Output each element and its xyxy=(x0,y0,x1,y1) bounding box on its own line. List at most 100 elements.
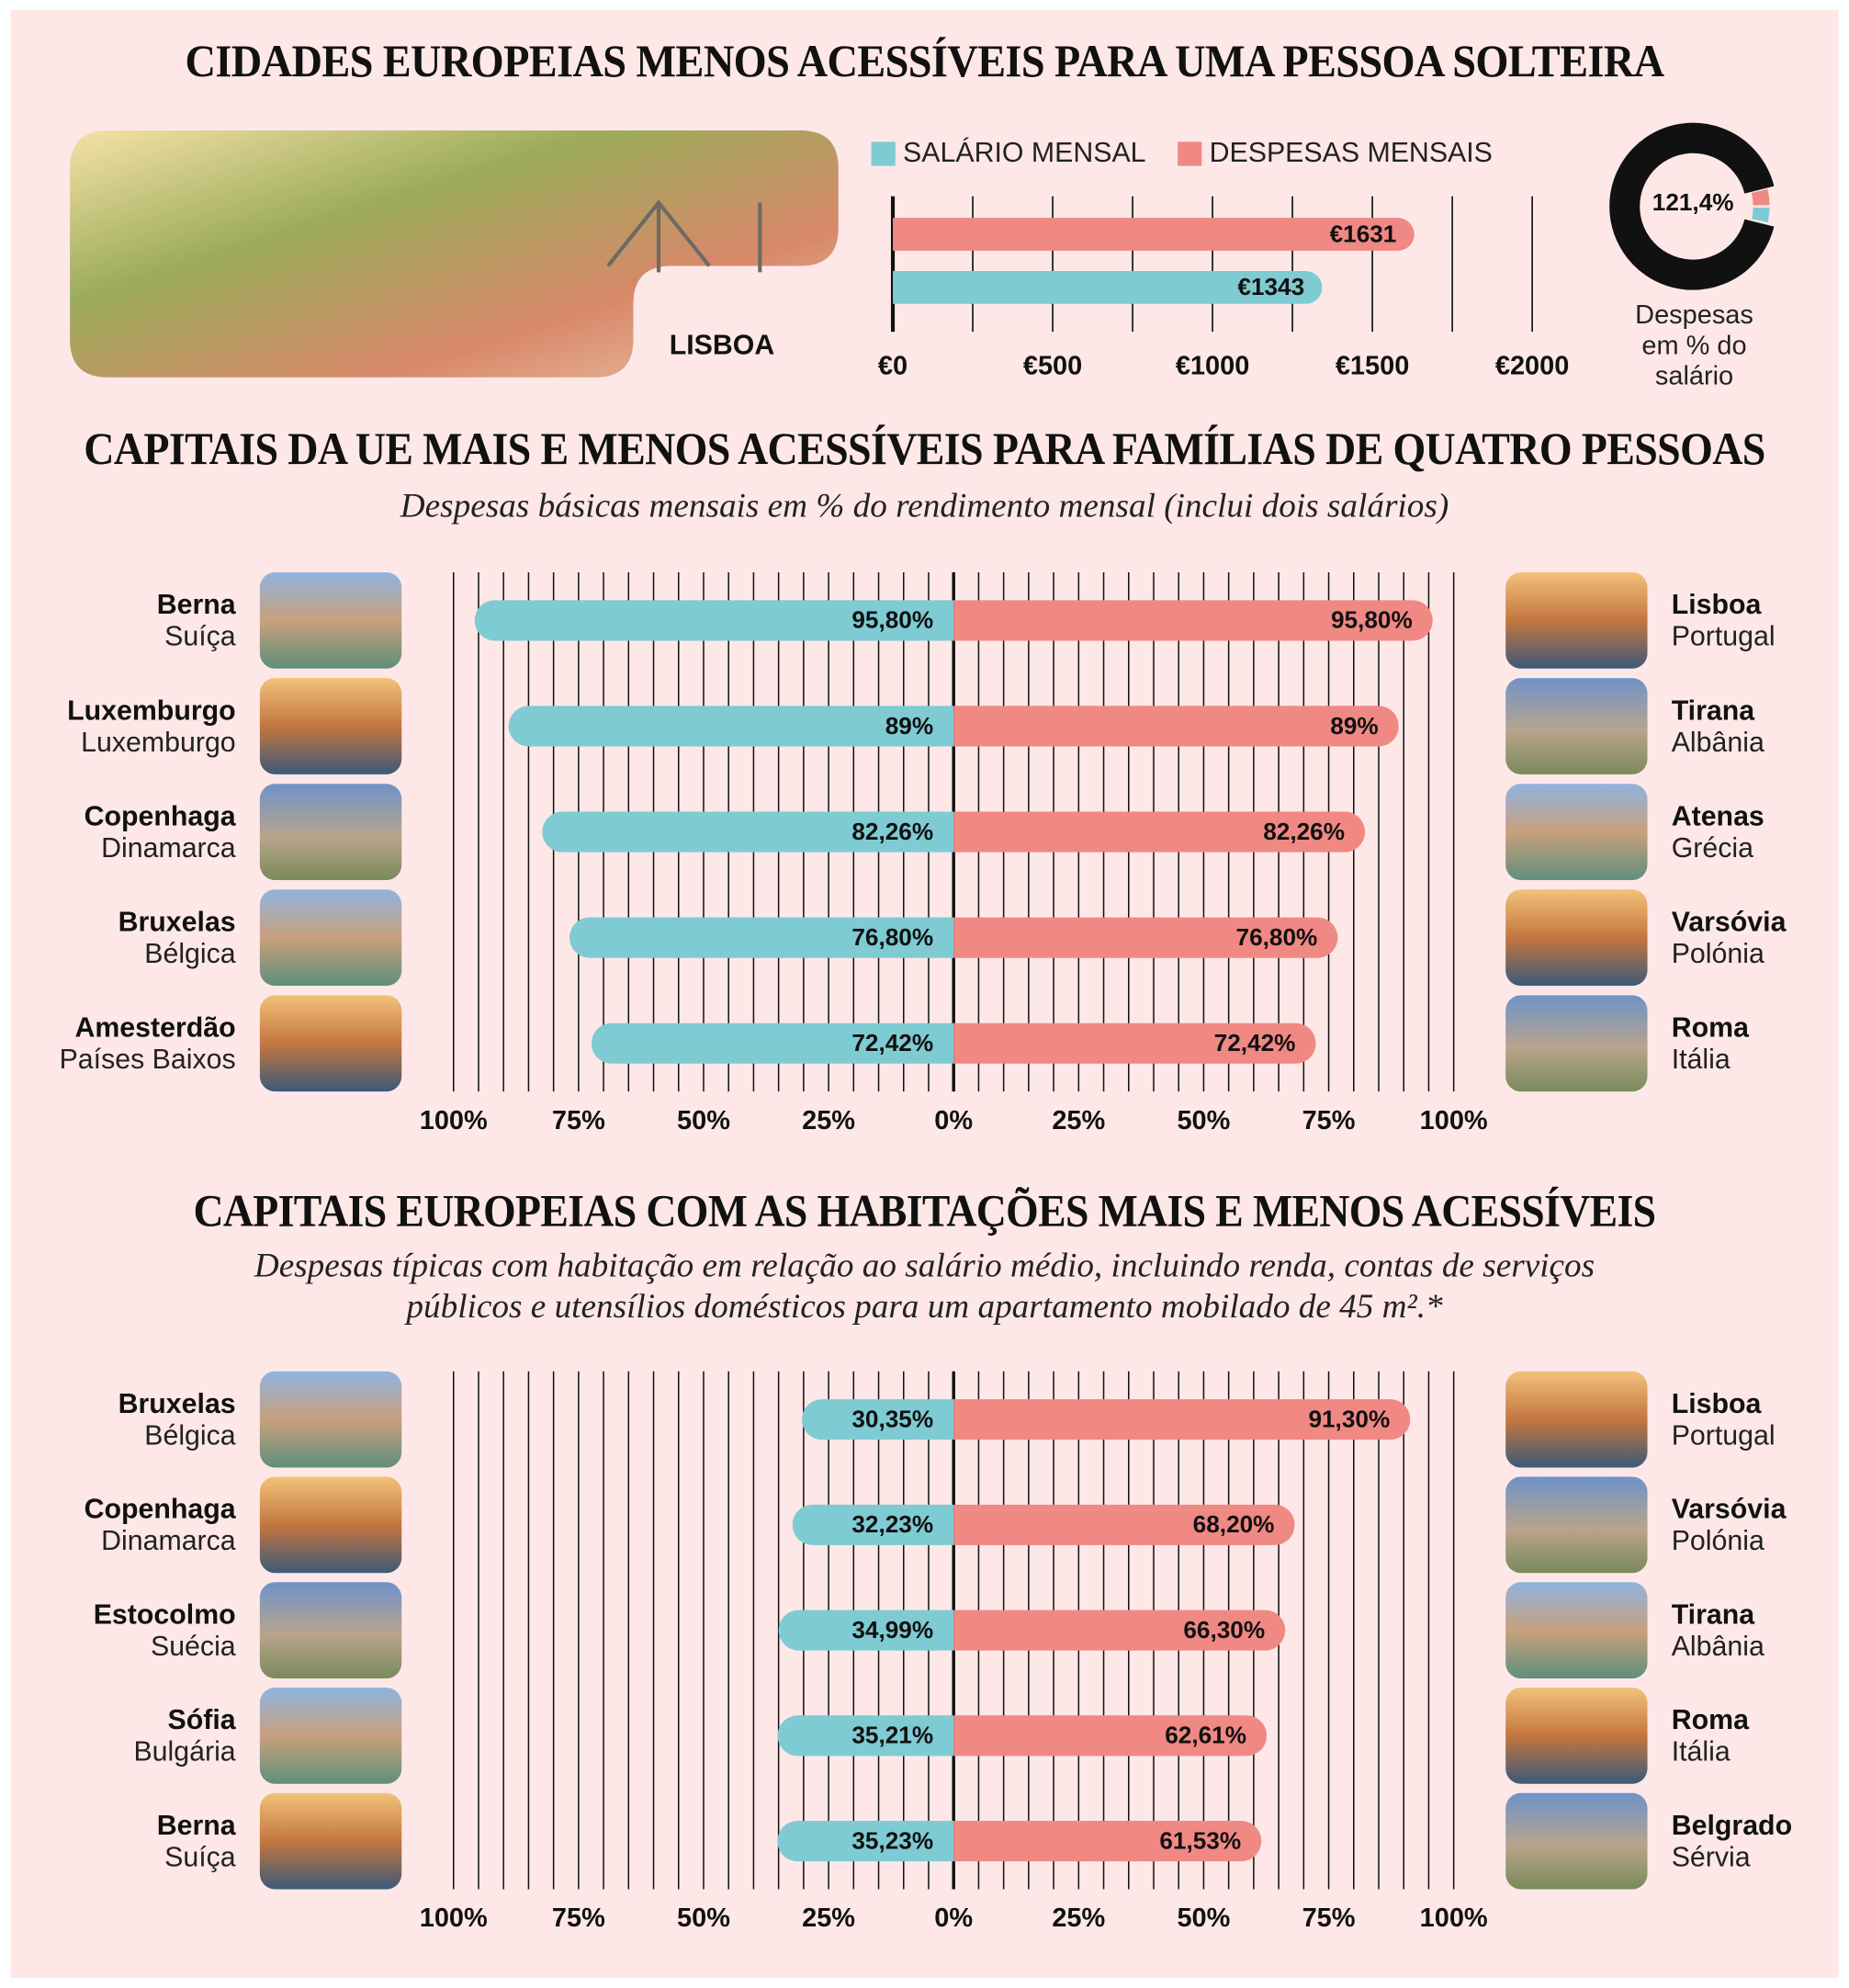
value-label: 89% xyxy=(885,712,933,740)
city-photo xyxy=(259,995,402,1092)
city-name: Atenas xyxy=(1672,801,1764,831)
value-label: 76,80% xyxy=(851,923,933,951)
bar-left xyxy=(591,1022,954,1064)
city-photo xyxy=(1505,1476,1648,1574)
chart-title: CIDADES EUROPEIAS MENOS ACESSÍVEIS PARA … xyxy=(186,36,1665,86)
x-tick-label: 25% xyxy=(1052,1106,1105,1135)
city-name: Roma xyxy=(1672,1705,1750,1735)
city-name: Copenhaga xyxy=(85,801,237,831)
city-name: Bruxelas xyxy=(118,908,236,938)
x-tick-label: 100% xyxy=(420,1106,488,1135)
value-label: 72,42% xyxy=(851,1029,933,1056)
x-tick-label: 25% xyxy=(1052,1903,1105,1933)
city-photo xyxy=(259,1792,402,1890)
bar-left xyxy=(474,600,954,641)
x-tick-label: 100% xyxy=(1420,1903,1488,1933)
city-name: Lisboa xyxy=(1672,1389,1763,1419)
donut-caption: Despesas xyxy=(1635,300,1753,330)
city-photo xyxy=(259,889,402,987)
city-photo xyxy=(259,678,402,774)
chart-subtitle: públicos e utensílios domésticos para um… xyxy=(403,1288,1443,1326)
city-name: Belgrado xyxy=(1672,1811,1792,1841)
country-name: Suécia xyxy=(151,1632,236,1662)
city-name: Roma xyxy=(1672,1013,1750,1044)
country-name: Dinamarca xyxy=(101,833,236,864)
x-tick-label: 0% xyxy=(934,1903,973,1933)
country-name: Países Baixos xyxy=(60,1045,236,1075)
bridge-drawing xyxy=(606,199,762,273)
city-photo xyxy=(1505,1582,1648,1678)
legend-swatch xyxy=(1178,141,1202,166)
city-photo xyxy=(259,572,402,669)
legend-label: SALÁRIO MENSAL xyxy=(903,138,1145,168)
x-tick-label: 25% xyxy=(802,1106,855,1135)
value-label: 62,61% xyxy=(1165,1722,1246,1749)
country-name: Sérvia xyxy=(1672,1842,1751,1872)
value-label: 72,42% xyxy=(1214,1029,1296,1056)
x-tick-label: €1500 xyxy=(1336,351,1409,380)
bar-right xyxy=(953,811,1366,853)
value-label: 82,26% xyxy=(1263,818,1345,845)
bar-right xyxy=(953,1821,1262,1862)
country-name: Bulgária xyxy=(133,1737,235,1768)
city-name: Lisboa xyxy=(1672,590,1763,620)
x-tick-label: 100% xyxy=(420,1903,488,1933)
x-tick-label: 50% xyxy=(677,1903,730,1933)
value-label: 30,35% xyxy=(851,1405,933,1432)
x-tick-label: 50% xyxy=(1177,1106,1230,1135)
country-name: Dinamarca xyxy=(101,1526,236,1556)
city-photo xyxy=(1505,889,1648,987)
bar-left xyxy=(508,706,954,747)
bar xyxy=(893,218,1415,251)
value-label: 76,80% xyxy=(1236,923,1318,951)
value-label: 95,80% xyxy=(851,606,933,634)
bar-left xyxy=(777,1821,954,1862)
city-photo xyxy=(259,1582,402,1678)
x-tick-label: 50% xyxy=(677,1106,730,1135)
city-photo xyxy=(1505,1792,1648,1890)
country-name: Luxemburgo xyxy=(81,728,236,758)
value-label: 95,80% xyxy=(1331,606,1413,634)
bar-left xyxy=(569,917,954,958)
x-tick-label: 75% xyxy=(552,1903,605,1933)
x-tick-label: 75% xyxy=(552,1106,605,1135)
donut-caption: em % do xyxy=(1641,331,1746,360)
city-name: Sófia xyxy=(168,1705,237,1735)
bar-left xyxy=(792,1504,954,1545)
city-name: Berna xyxy=(157,590,237,620)
country-name: Bélgica xyxy=(144,939,236,969)
city-photo xyxy=(259,1371,402,1468)
city-name: Varsóvia xyxy=(1672,908,1787,938)
country-name: Itália xyxy=(1672,1045,1731,1075)
value-label: 68,20% xyxy=(1193,1510,1275,1538)
donut-caption: salário xyxy=(1655,361,1733,390)
city-photo xyxy=(1505,1371,1648,1468)
bar-left xyxy=(778,1610,954,1651)
country-name: Portugal xyxy=(1672,1420,1776,1451)
value-label: 91,30% xyxy=(1308,1405,1390,1432)
value-label: 35,23% xyxy=(851,1826,933,1854)
bar-right xyxy=(953,1022,1316,1064)
city-photo xyxy=(259,1687,402,1784)
city-name: Amesterdão xyxy=(74,1013,235,1044)
city-name: Estocolmo xyxy=(94,1599,236,1630)
value-label: 35,21% xyxy=(851,1722,933,1749)
bar xyxy=(893,270,1323,304)
x-tick-label: 0% xyxy=(934,1106,973,1135)
city-name: Bruxelas xyxy=(118,1389,236,1419)
donut-accent xyxy=(1751,188,1770,206)
city-name: Luxemburgo xyxy=(67,695,236,726)
donut-accent xyxy=(1752,207,1770,223)
city-photo xyxy=(259,1476,402,1574)
country-name: Suíça xyxy=(164,1842,236,1872)
value-label: 61,53% xyxy=(1159,1826,1241,1854)
city-photo xyxy=(259,784,402,880)
country-name: Bélgica xyxy=(144,1420,236,1451)
bar-right xyxy=(953,1715,1268,1756)
country-name: Albânia xyxy=(1672,1632,1764,1662)
city-photo xyxy=(1505,995,1648,1092)
bar-left xyxy=(777,1715,954,1756)
value-label: €1343 xyxy=(1237,273,1304,300)
